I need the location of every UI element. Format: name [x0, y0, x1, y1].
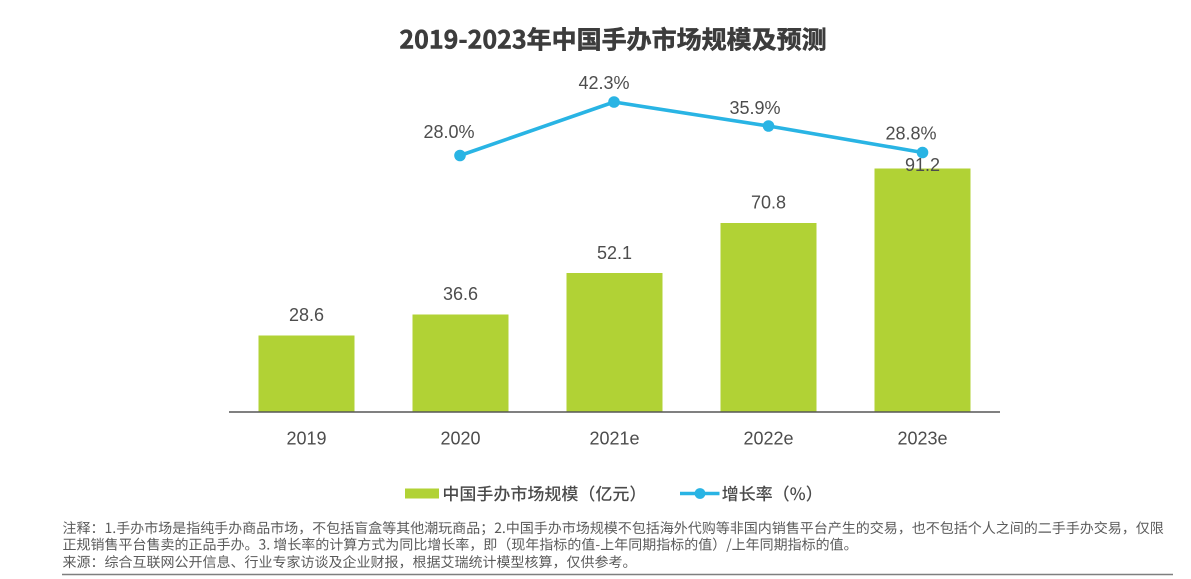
svg-text:28.8%: 28.8% [885, 124, 936, 144]
svg-text:36.6: 36.6 [443, 284, 478, 304]
svg-text:91.2: 91.2 [905, 155, 940, 175]
svg-text:70.8: 70.8 [751, 193, 786, 213]
svg-text:52.1: 52.1 [597, 243, 632, 263]
svg-text:42.3%: 42.3% [578, 73, 629, 93]
svg-text:2021e: 2021e [589, 428, 639, 448]
svg-text:2023e: 2023e [897, 428, 947, 448]
svg-text:28.0%: 28.0% [423, 122, 474, 142]
svg-text:2022e: 2022e [743, 428, 793, 448]
svg-text:35.9%: 35.9% [729, 98, 780, 118]
svg-text:28.6: 28.6 [289, 305, 324, 325]
svg-text:2020: 2020 [440, 428, 480, 448]
svg-text:2019: 2019 [286, 428, 326, 448]
